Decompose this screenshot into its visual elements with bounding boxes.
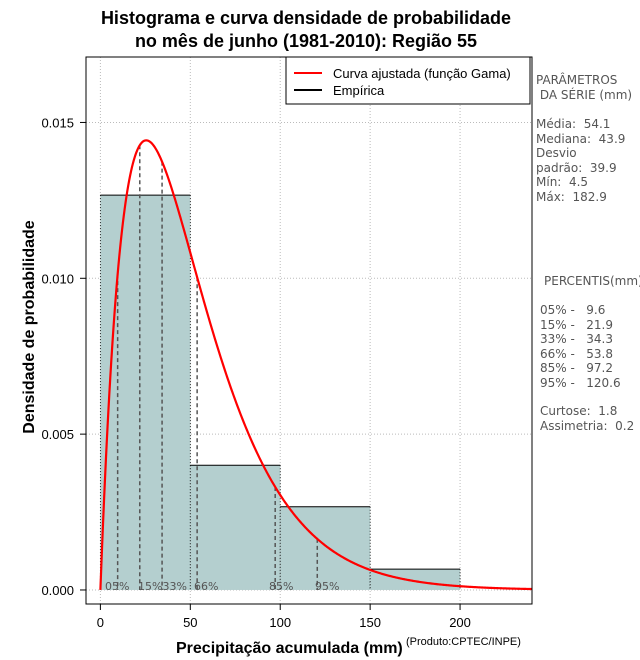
credit-label: (Produto:CPTEC/INPE) xyxy=(406,636,521,648)
percentile-label: 05% xyxy=(105,580,129,593)
x-tick-label: 50 xyxy=(183,615,197,630)
percentile-label: 95% xyxy=(315,580,339,593)
fitted-gamma-curve xyxy=(99,139,533,591)
percentile-lines: 05% 15%33% 66% 85% 95% xyxy=(105,145,339,593)
legend-box xyxy=(285,56,531,105)
percentile-label: 15%33% xyxy=(138,580,187,593)
x-axis-label: Precipitação acumulada (mm) xyxy=(176,640,403,657)
params-values: Média: 54.1 Mediana: 43.9 Desvio padrão:… xyxy=(536,117,626,204)
params-title: PARÂMETROS DA SÉRIE (mm) xyxy=(536,73,633,102)
y-tick-label: 0.010 xyxy=(41,271,74,286)
histogram-bar xyxy=(190,465,281,590)
y-axis-label: Densidade de probabilidade xyxy=(21,220,38,434)
chart-title-line1: Histograma e curva densidade de probabil… xyxy=(100,8,512,28)
histogram-bar xyxy=(100,195,191,590)
x-tick-label: 200 xyxy=(449,615,471,630)
histogram-bar xyxy=(370,569,461,590)
y-tick-label: 0.015 xyxy=(41,115,74,130)
percentis-title: PERCENTIS(mm) xyxy=(544,274,640,288)
percentile-label: 85% xyxy=(269,580,293,593)
chart-title-line2: no mês de junho (1981-2010): Região 55 xyxy=(134,31,478,51)
fitted-curve-group xyxy=(99,139,533,591)
legend-label: Curva ajustada (função Gama) xyxy=(333,66,511,81)
x-tick-label: 0 xyxy=(97,615,104,630)
x-tick-label: 150 xyxy=(359,615,381,630)
axes: 0 50 100 150 200 0.000 0.005 0.010 0.015 xyxy=(41,56,533,630)
legend: Curva ajustada (função Gama) Empírica xyxy=(285,56,531,105)
percentis-values: 05% - 9.6 15% - 21.9 33% - 34.3 66% - 53… xyxy=(540,303,621,390)
stats-values: Curtose: 1.8 Assimetria: 0.2 xyxy=(540,404,635,433)
histogram-bars xyxy=(99,194,461,590)
y-tick-label: 0.005 xyxy=(41,427,74,442)
histogram-bar xyxy=(280,506,371,590)
legend-label: Empírica xyxy=(333,83,385,98)
y-tick-label: 0.000 xyxy=(41,583,74,598)
x-tick-label: 100 xyxy=(269,615,291,630)
percentile-label: 66% xyxy=(194,580,218,593)
